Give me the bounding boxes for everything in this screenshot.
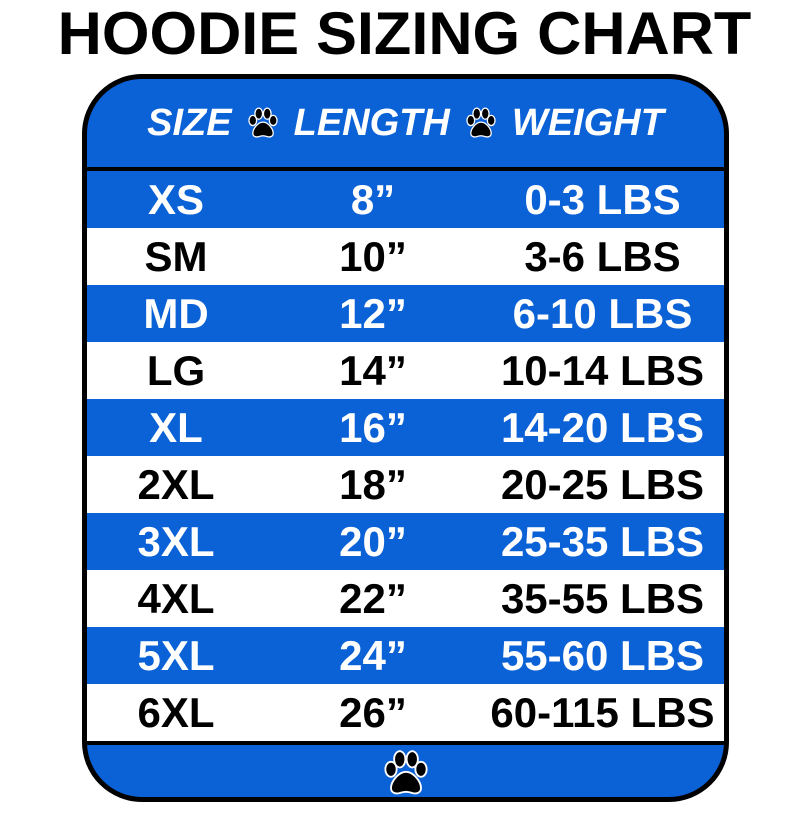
table-row: MD 12” 6-10 LBS	[87, 285, 724, 342]
table-row: SM 10” 3-6 LBS	[87, 228, 724, 285]
table-row: LG 14” 10-14 LBS	[87, 342, 724, 399]
cell-length: 14”	[339, 346, 407, 394]
sizing-table: SIZE LENGTH WEIGHT XS 8” 0-3 LBS SM 10” 3-6 L…	[82, 74, 729, 802]
cell-length: 22”	[339, 574, 407, 622]
cell-size: XS	[147, 175, 205, 223]
table-row: XL 16” 14-20 LBS	[87, 399, 724, 456]
cell-weight: 60-115 LBS	[490, 688, 715, 736]
cell-length: 20”	[339, 517, 407, 565]
cell-size: LG	[146, 346, 206, 394]
table-row: 3XL 20” 25-35 LBS	[87, 513, 724, 570]
table-row: XS 8” 0-3 LBS	[87, 171, 724, 228]
cell-weight: 3-6 LBS	[524, 232, 681, 280]
cell-size: 4XL	[137, 574, 215, 622]
cell-weight: 0-3 LBS	[524, 175, 681, 223]
page-title: HOODIE SIZING CHART	[57, 0, 752, 67]
cell-weight: 25-35 LBS	[500, 517, 705, 565]
cell-length: 10”	[339, 232, 407, 280]
table-row: 2XL 18” 20-25 LBS	[87, 456, 724, 513]
cell-weight: 20-25 LBS	[500, 460, 705, 508]
cell-size: XL	[149, 403, 203, 451]
table-footer	[87, 741, 724, 797]
cell-weight: 35-55 LBS	[500, 574, 705, 622]
table-row: 4XL 22” 35-55 LBS	[87, 570, 724, 627]
cell-weight: 14-20 LBS	[500, 403, 705, 451]
cell-length: 24”	[339, 631, 407, 679]
cell-size: 3XL	[137, 517, 215, 565]
cell-weight: 6-10 LBS	[512, 289, 693, 337]
cell-length: 26”	[339, 688, 407, 736]
cell-weight: 55-60 LBS	[500, 631, 705, 679]
header-weight: WEIGHT	[511, 101, 664, 144]
cell-size: SM	[144, 232, 208, 280]
table-header: SIZE LENGTH WEIGHT	[87, 79, 724, 171]
cell-size: 2XL	[137, 460, 215, 508]
cell-length: 18”	[339, 460, 407, 508]
cell-length: 8”	[350, 175, 396, 223]
header-length: LENGTH	[293, 101, 450, 144]
cell-length: 12”	[339, 289, 407, 337]
table-row: 6XL 26” 60-115 LBS	[87, 684, 724, 741]
header-size: SIZE	[147, 101, 232, 144]
cell-weight: 10-14 LBS	[500, 346, 705, 394]
cell-size: 6XL	[137, 688, 215, 736]
cell-size: 5XL	[137, 631, 215, 679]
table-row: 5XL 24” 55-60 LBS	[87, 627, 724, 684]
paw-icon	[466, 107, 496, 138]
paw-icon	[247, 107, 278, 138]
cell-length: 16”	[339, 403, 407, 451]
paw-icon	[383, 749, 428, 794]
cell-size: MD	[143, 289, 209, 337]
